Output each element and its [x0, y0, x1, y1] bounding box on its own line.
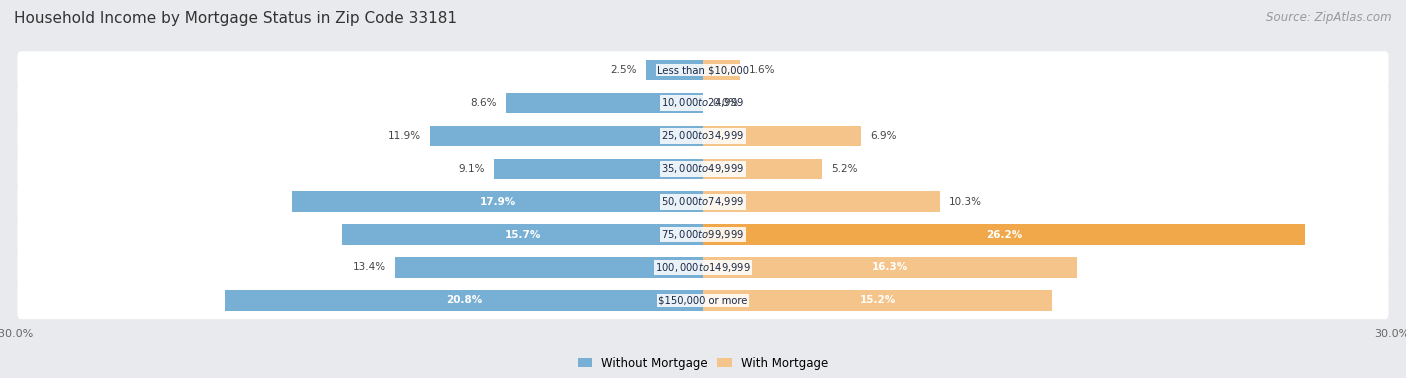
- Text: 17.9%: 17.9%: [479, 197, 516, 207]
- Text: 9.1%: 9.1%: [458, 164, 485, 174]
- Bar: [703, 60, 740, 80]
- Bar: [506, 93, 703, 113]
- Bar: [703, 192, 939, 212]
- Text: 11.9%: 11.9%: [388, 131, 420, 141]
- Text: 10.3%: 10.3%: [949, 197, 981, 207]
- Legend: Without Mortgage, With Mortgage: Without Mortgage, With Mortgage: [578, 356, 828, 370]
- Text: 20.8%: 20.8%: [446, 295, 482, 305]
- Text: 5.2%: 5.2%: [831, 164, 858, 174]
- Bar: [430, 125, 703, 146]
- Bar: [225, 290, 703, 311]
- Text: 16.3%: 16.3%: [872, 262, 908, 273]
- Text: $100,000 to $149,999: $100,000 to $149,999: [655, 261, 751, 274]
- Text: 2.5%: 2.5%: [610, 65, 637, 75]
- Bar: [703, 158, 823, 179]
- FancyBboxPatch shape: [17, 282, 1389, 319]
- Text: $50,000 to $74,999: $50,000 to $74,999: [661, 195, 745, 208]
- Bar: [703, 225, 1305, 245]
- Bar: [292, 192, 703, 212]
- Text: $10,000 to $24,999: $10,000 to $24,999: [661, 96, 745, 110]
- Bar: [395, 257, 703, 278]
- Text: 15.2%: 15.2%: [859, 295, 896, 305]
- Text: 26.2%: 26.2%: [986, 229, 1022, 240]
- Text: 8.6%: 8.6%: [470, 98, 496, 108]
- Text: 0.0%: 0.0%: [713, 98, 738, 108]
- FancyBboxPatch shape: [17, 150, 1389, 187]
- Text: $150,000 or more: $150,000 or more: [658, 295, 748, 305]
- Bar: [703, 125, 862, 146]
- Bar: [703, 257, 1077, 278]
- FancyBboxPatch shape: [17, 84, 1389, 122]
- Text: $25,000 to $34,999: $25,000 to $34,999: [661, 129, 745, 143]
- Text: 15.7%: 15.7%: [505, 229, 541, 240]
- FancyBboxPatch shape: [17, 117, 1389, 155]
- Text: 1.6%: 1.6%: [749, 65, 776, 75]
- Text: Household Income by Mortgage Status in Zip Code 33181: Household Income by Mortgage Status in Z…: [14, 11, 457, 26]
- Text: $75,000 to $99,999: $75,000 to $99,999: [661, 228, 745, 241]
- FancyBboxPatch shape: [17, 216, 1389, 253]
- Text: Source: ZipAtlas.com: Source: ZipAtlas.com: [1267, 11, 1392, 24]
- Bar: [645, 60, 703, 80]
- Text: 13.4%: 13.4%: [353, 262, 387, 273]
- FancyBboxPatch shape: [17, 183, 1389, 220]
- Bar: [494, 158, 703, 179]
- FancyBboxPatch shape: [17, 249, 1389, 286]
- Text: $35,000 to $49,999: $35,000 to $49,999: [661, 162, 745, 175]
- FancyBboxPatch shape: [17, 51, 1389, 89]
- Bar: [343, 225, 703, 245]
- Text: 6.9%: 6.9%: [870, 131, 897, 141]
- Text: Less than $10,000: Less than $10,000: [657, 65, 749, 75]
- Bar: [703, 290, 1052, 311]
